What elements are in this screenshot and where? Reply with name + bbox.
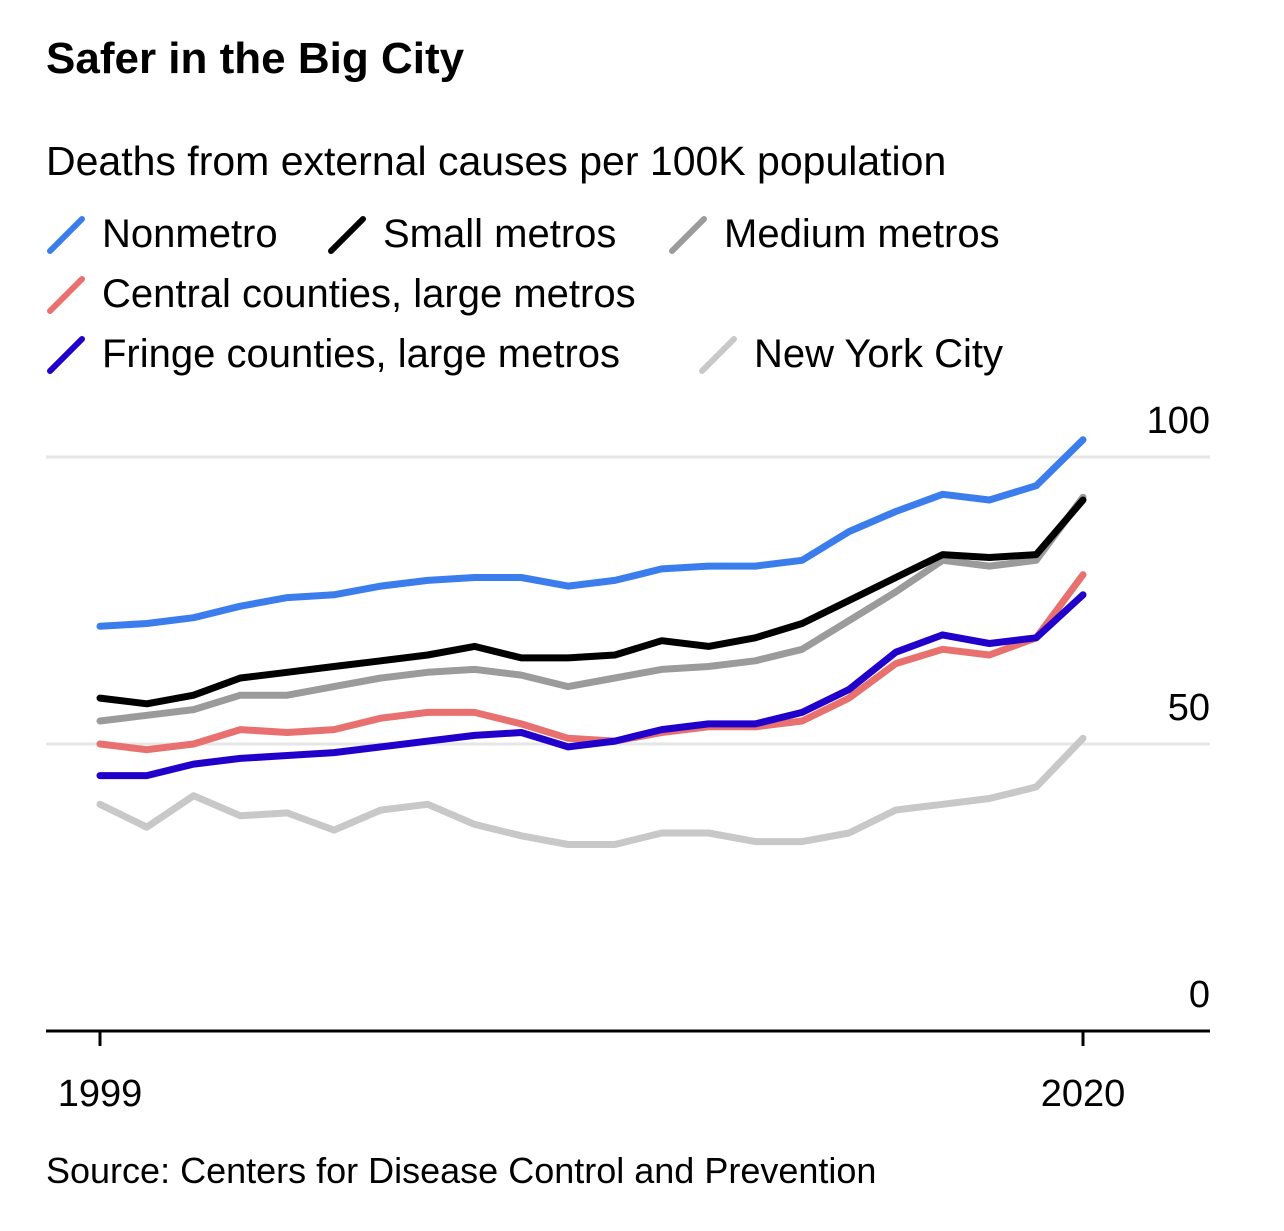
- legend-item-new-york-city: New York City: [698, 332, 1003, 377]
- legend-swatch: [328, 215, 366, 254]
- chart-subtitle: Deaths from external causes per 100K pop…: [46, 138, 947, 184]
- legend-label: Small metros: [383, 212, 617, 256]
- x-tick-label-2020: 2020: [1041, 1073, 1126, 1115]
- series-line-new-york-city: [96, 734, 1087, 848]
- legend-swatch: [669, 215, 707, 254]
- legend-label: New York City: [754, 332, 1003, 376]
- y-tick-label-100: 100: [1147, 400, 1210, 442]
- legend-swatch: [699, 335, 737, 374]
- source-note: Source: Centers for Disease Control and …: [46, 1150, 877, 1191]
- series-line-small-metros: [96, 496, 1087, 708]
- series-line-medium-metros: [96, 493, 1087, 725]
- y-tick-label-0: 0: [1189, 974, 1210, 1016]
- y-tick-label-50: 50: [1168, 687, 1210, 729]
- chart-title: Safer in the Big City: [46, 34, 465, 83]
- legend-swatch: [47, 335, 85, 374]
- series-line-fringe-counties-large-metros: [96, 591, 1087, 780]
- legend-item-small-metros: Small metros: [327, 212, 616, 257]
- series-line-central-counties-large-metros: [96, 571, 1087, 754]
- legend-label: Medium metros: [724, 212, 1000, 256]
- legend-item-nonmetro: Nonmetro: [46, 212, 278, 257]
- legend-label: Fringe counties, large metros: [102, 332, 621, 376]
- legend-item-medium-metros: Medium metros: [668, 212, 1000, 257]
- legend-item-fringe-counties-large-metros: Fringe counties, large metros: [46, 332, 620, 377]
- legend-label: Central counties, large metros: [102, 272, 636, 316]
- legend-item-central-counties-large-metros: Central counties, large metros: [46, 272, 636, 317]
- legend-swatch: [47, 275, 85, 314]
- legend-label: Nonmetro: [102, 212, 278, 256]
- series-line-nonmetro: [96, 436, 1087, 630]
- legend-swatch: [47, 215, 85, 254]
- x-tick-label-1999: 1999: [58, 1073, 143, 1115]
